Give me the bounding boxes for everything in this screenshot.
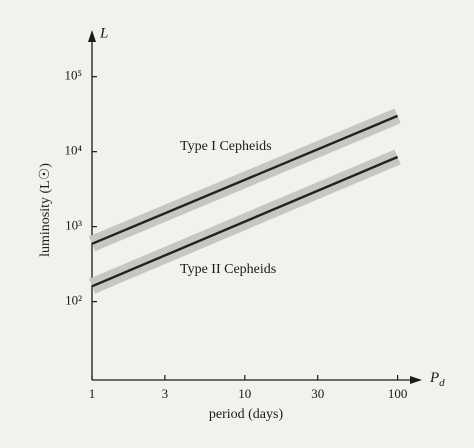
x-tick-label: 100 (388, 386, 408, 401)
y-axis-label: luminosity (L☉) (38, 163, 53, 257)
y-symbol: L (99, 25, 108, 41)
x-axis-label: period (days) (209, 407, 284, 422)
y-tick-label: 10⁴ (64, 143, 82, 158)
x-tick-label: 3 (162, 386, 169, 401)
line (91, 155, 399, 288)
x-tick-label: 10 (238, 386, 251, 401)
x-axis-arrow (410, 376, 422, 384)
x-symbol-main: P (429, 370, 439, 386)
x-tick-label: 1 (89, 386, 96, 401)
x-symbol-sub: d (439, 377, 445, 389)
line (91, 114, 399, 245)
y-tick-label: 10³ (65, 218, 82, 233)
y-tick-label: 10² (65, 293, 82, 308)
y-axis-arrow (88, 30, 96, 42)
x-symbol: Pd (429, 370, 445, 388)
y-tick-label: 10⁵ (64, 68, 82, 83)
x-tick-label: 30 (311, 386, 324, 401)
series-label: Type I Cepheids (180, 139, 272, 154)
series-label: Type II Cepheids (180, 262, 276, 277)
